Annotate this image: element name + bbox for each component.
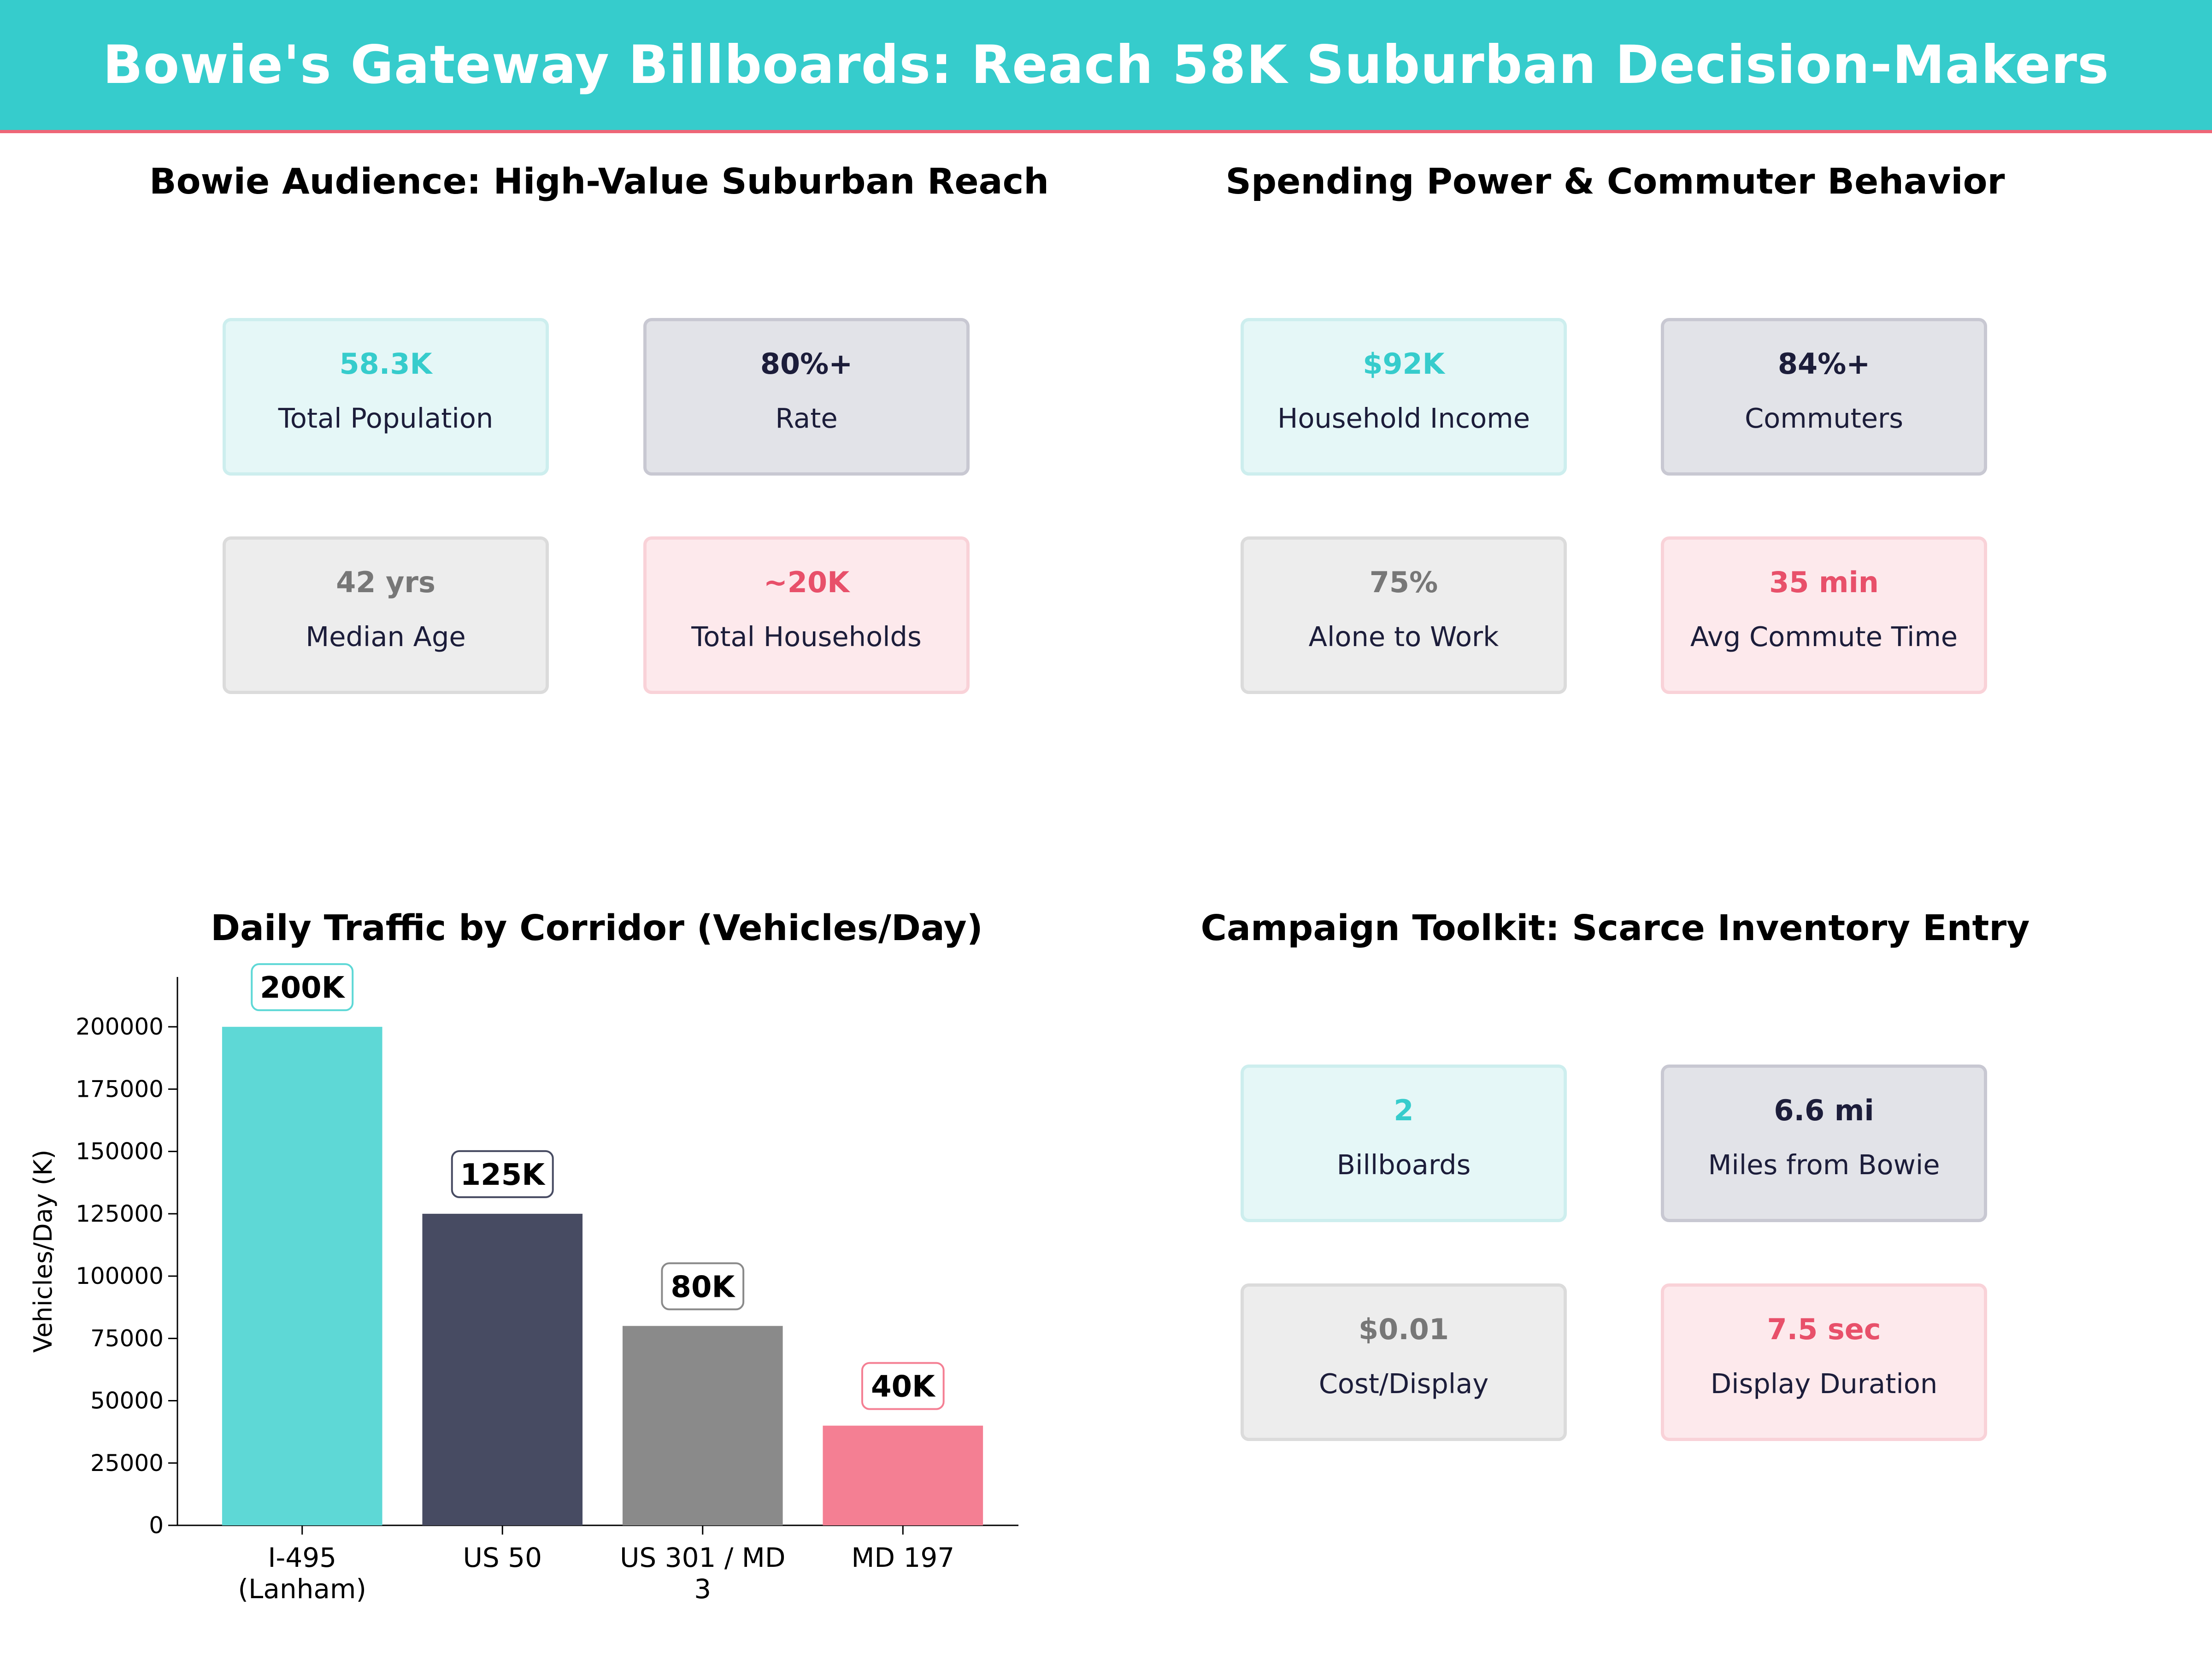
traffic-panel-title: Daily Traffic by Corridor (Vehicles/Day): [211, 908, 983, 949]
kpi-card-miles-from-bowie: 6.6 mi Miles from Bowie: [1661, 1065, 1987, 1222]
y-tick-label: 75000: [90, 1325, 164, 1352]
kpi-label: Display Duration: [1710, 1368, 1938, 1400]
kpi-card-commuters: 84%+ Commuters: [1661, 318, 1987, 476]
kpi-label: Alone to Work: [1308, 621, 1499, 653]
data-label: 40K: [871, 1370, 936, 1404]
kpi-value: ~20K: [763, 565, 850, 599]
kpi-value: 35 min: [1769, 565, 1879, 599]
y-tick-label: 25000: [90, 1450, 164, 1477]
audience-panel-title: Bowie Audience: High-Value Suburban Reac…: [149, 161, 1049, 202]
kpi-value: 6.6 mi: [1774, 1094, 1874, 1127]
spending-panel-title: Spending Power & Commuter Behavior: [1225, 161, 2005, 202]
kpi-card-household-income: $92K Household Income: [1241, 318, 1567, 476]
kpi-label: Total Population: [278, 402, 494, 434]
data-label-box: [451, 1150, 554, 1198]
kpi-value: 58.3K: [339, 347, 432, 381]
y-tick-label: 150000: [76, 1138, 164, 1165]
data-label: 125K: [460, 1158, 546, 1192]
kpi-value: 80%+: [760, 347, 853, 381]
kpi-label: Total Households: [691, 621, 922, 653]
toolkit-panel-title: Campaign Toolkit: Scarce Inventory Entry: [1200, 908, 2030, 949]
kpi-value: 75%: [1369, 565, 1438, 599]
kpi-value: 2: [1394, 1094, 1414, 1127]
kpi-label: Billboards: [1336, 1149, 1471, 1181]
kpi-label: Commuters: [1744, 402, 1904, 434]
x-tick-label: US 50: [463, 1542, 542, 1573]
x-tick-label: (Lanham): [238, 1573, 366, 1605]
kpi-value: $0.01: [1358, 1312, 1449, 1346]
kpi-card-avg-commute-time: 35 min Avg Commute Time: [1661, 536, 1987, 694]
kpi-label: Cost/Display: [1318, 1368, 1489, 1400]
kpi-card-display-duration: 7.5 sec Display Duration: [1661, 1283, 1987, 1441]
kpi-card-billboards: 2 Billboards: [1241, 1065, 1567, 1222]
y-tick-label: 200000: [76, 1013, 164, 1040]
y-tick-label: 100000: [76, 1263, 164, 1289]
bar: [222, 1027, 382, 1525]
kpi-card-total-households: ~20K Total Households: [643, 536, 970, 694]
kpi-label: Avg Commute Time: [1690, 621, 1958, 653]
x-tick-label: MD 197: [851, 1542, 954, 1573]
kpi-value: 42 yrs: [336, 565, 435, 599]
kpi-card-total-population: 58.3K Total Population: [223, 318, 549, 476]
kpi-card-alone-to-work: 75% Alone to Work: [1241, 536, 1567, 694]
x-tick-label: I-495: [268, 1542, 336, 1573]
page-title: Bowie's Gateway Billboards: Reach 58K Su…: [103, 34, 2109, 95]
kpi-card-median-age: 42 yrs Median Age: [223, 536, 549, 694]
data-label-box: [251, 963, 354, 1012]
kpi-label: Rate: [775, 402, 838, 434]
data-label-box: [661, 1262, 745, 1311]
header-accent-line: [0, 130, 2212, 133]
data-label: 200K: [260, 971, 346, 1005]
header-bar: [0, 0, 2212, 130]
y-tick-label: 50000: [90, 1388, 164, 1414]
kpi-label: Household Income: [1277, 402, 1530, 434]
kpi-value: 84%+: [1777, 347, 1871, 381]
x-tick-label: 3: [694, 1573, 711, 1605]
bar: [422, 1213, 583, 1525]
x-tick-label: US 301 / MD: [620, 1542, 786, 1573]
y-tick-label: 175000: [76, 1076, 164, 1102]
kpi-label: Miles from Bowie: [1708, 1149, 1940, 1181]
kpi-value: 7.5 sec: [1767, 1312, 1881, 1346]
kpi-card-cost-per-display: $0.01 Cost/Display: [1241, 1283, 1567, 1441]
y-axis-label: Vehicles/Day (K): [29, 1150, 58, 1353]
bar: [823, 1425, 983, 1525]
kpi-label: Median Age: [306, 621, 466, 653]
y-tick-label: 0: [149, 1512, 164, 1539]
data-label-box: [861, 1362, 945, 1410]
kpi-value: $92K: [1363, 347, 1445, 381]
kpi-card-rate: 80%+ Rate: [643, 318, 970, 476]
bar: [622, 1326, 783, 1525]
y-tick-label: 125000: [76, 1200, 164, 1227]
data-label: 80K: [671, 1270, 735, 1304]
